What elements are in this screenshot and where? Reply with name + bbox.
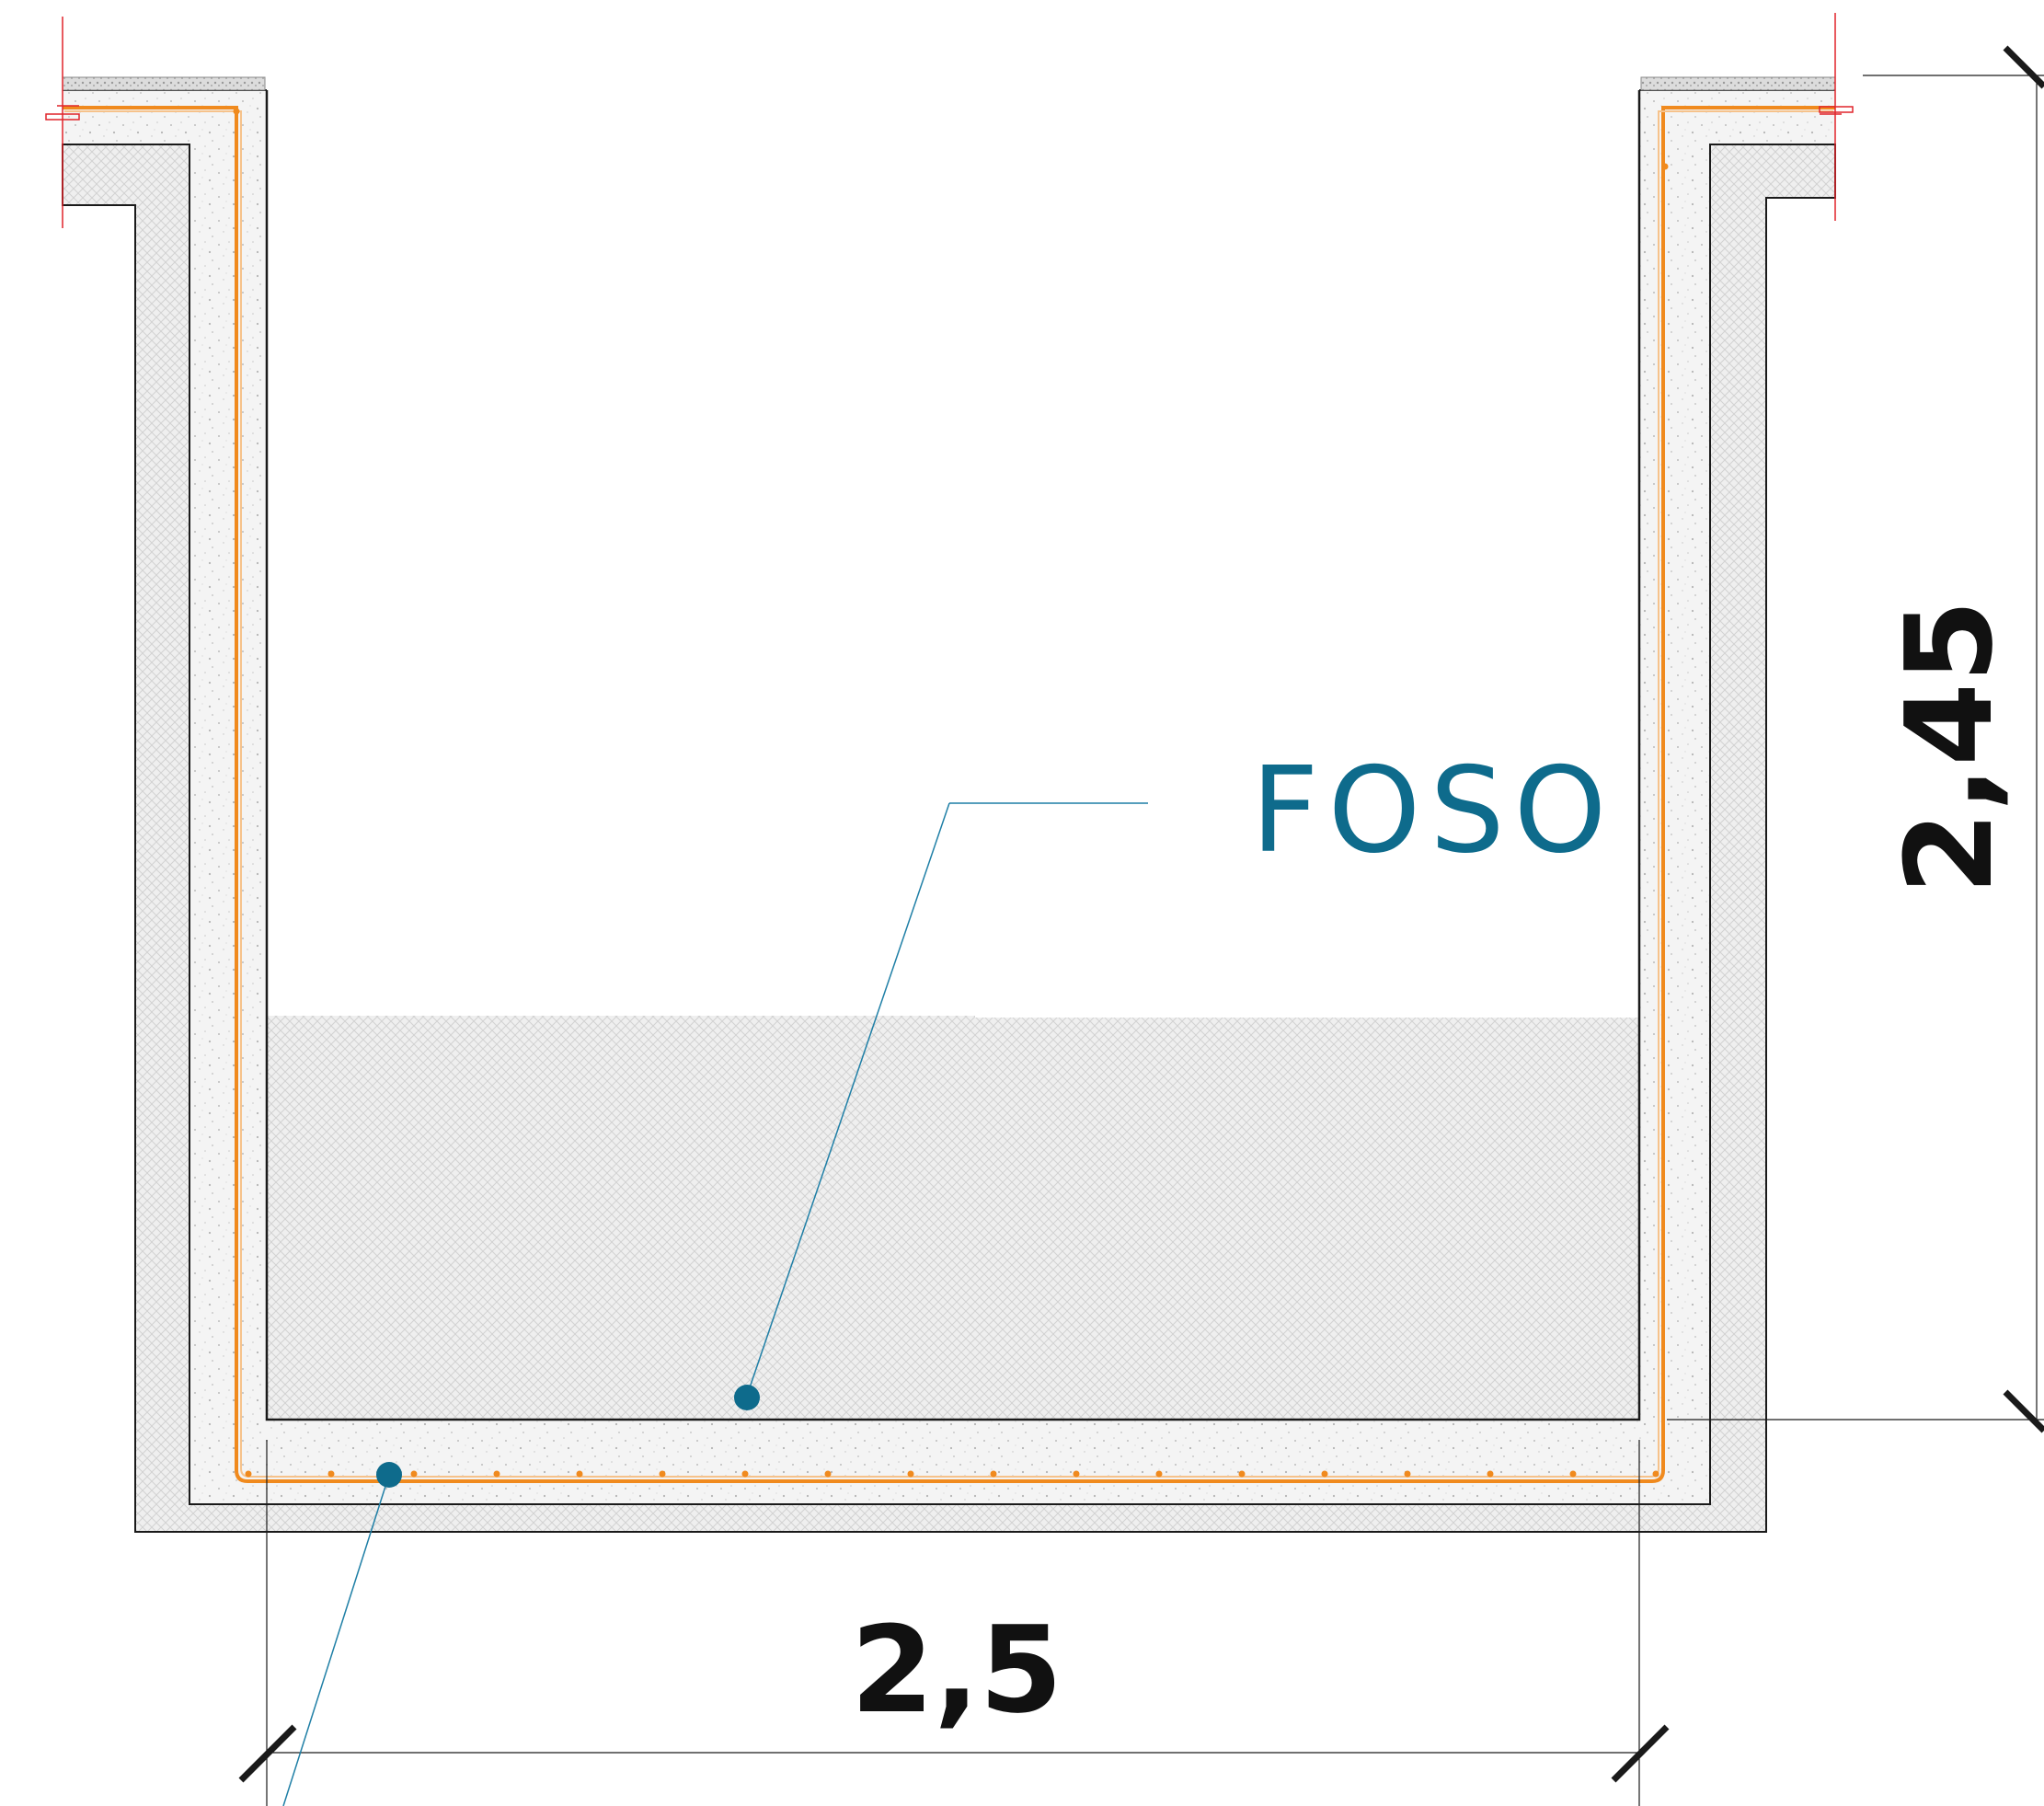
height-dimension <box>1667 45 2044 1433</box>
slab-leader-marker <box>376 1462 402 1488</box>
rebar-dot <box>1569 1470 1577 1478</box>
rebar-dot <box>493 1470 500 1478</box>
foso-leader <box>746 802 1148 1397</box>
rebar-dot <box>410 1470 418 1478</box>
left-cut-mark <box>45 17 80 228</box>
rebar-dot <box>907 1470 914 1478</box>
rebar-dot <box>990 1470 997 1478</box>
rebar-dot <box>233 108 240 115</box>
width-dimension <box>238 1440 1670 1806</box>
right-finish-strip <box>1640 76 1836 91</box>
concrete-outer-outline <box>63 144 1835 1505</box>
rebar-dot <box>741 1470 749 1478</box>
left-finish-strip <box>62 76 266 91</box>
foso-leader-marker <box>734 1385 760 1410</box>
rebar-dot <box>824 1470 832 1478</box>
pit-inner-outline <box>265 90 1641 1421</box>
rebar-dot <box>1487 1470 1494 1478</box>
rebar-dot <box>1321 1470 1328 1478</box>
rebar-dot <box>1661 163 1669 170</box>
rebar-dot <box>245 1470 252 1478</box>
pit-label: FOSO <box>1251 742 1615 880</box>
rebar-dot <box>1238 1470 1246 1478</box>
rebar-dot <box>1073 1470 1080 1478</box>
rebar-line <box>63 106 1835 1483</box>
rebar-dot <box>1155 1470 1163 1478</box>
outer-membrane-layer <box>63 144 1835 1483</box>
rebar-line-inner <box>64 110 1833 1478</box>
excavation-outline <box>63 197 1835 1533</box>
rebar-dot <box>1404 1470 1411 1478</box>
slab-leader <box>282 1474 390 1806</box>
rebar-dot <box>576 1470 583 1478</box>
rebar-dots <box>233 108 1669 1478</box>
height-dimension-value: 2,45 <box>1879 600 2019 895</box>
rebar-dot <box>1652 1470 1659 1478</box>
width-dimension-value: 2,5 <box>851 1600 1062 1740</box>
right-cut-mark <box>1819 13 1854 221</box>
rebar-dot <box>327 1470 335 1478</box>
rebar-dot <box>659 1470 666 1478</box>
